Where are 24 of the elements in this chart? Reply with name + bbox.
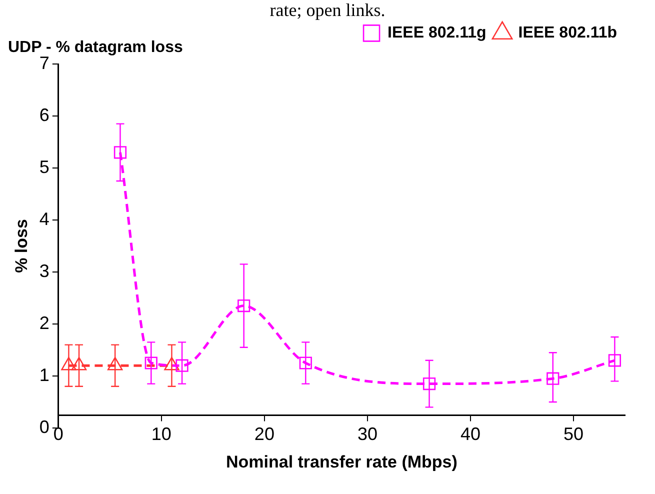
point xyxy=(114,146,127,159)
x-tick-label: 20 xyxy=(254,424,274,444)
x-tick-label: 30 xyxy=(357,424,378,444)
text: rate; open links. xyxy=(268,0,386,21)
y-tick-label: 3 xyxy=(39,260,50,281)
point xyxy=(144,356,158,370)
y-tick-label: 5 xyxy=(39,156,50,177)
point xyxy=(238,299,250,312)
x-tick-label: 40 xyxy=(460,424,480,444)
y-axis-title: % loss xyxy=(12,219,31,273)
y-tick-label: 4 xyxy=(39,208,50,229)
point xyxy=(546,372,560,385)
point xyxy=(299,356,312,370)
point xyxy=(608,354,622,367)
point xyxy=(176,359,188,372)
y-tick-label: 6 xyxy=(39,104,50,125)
legend-label: IEEE 802.11b xyxy=(518,24,618,42)
x-axis-title: Nominal transfer rate (Mbps) xyxy=(226,452,458,472)
y-tick-label: 2 xyxy=(39,312,50,333)
x-tick-label: 10 xyxy=(151,424,172,444)
x-tick-label: 50 xyxy=(563,424,584,444)
legend-label: IEEE 802.11g xyxy=(388,24,486,42)
point xyxy=(422,377,436,390)
y-tick-label: 1 xyxy=(39,364,50,385)
